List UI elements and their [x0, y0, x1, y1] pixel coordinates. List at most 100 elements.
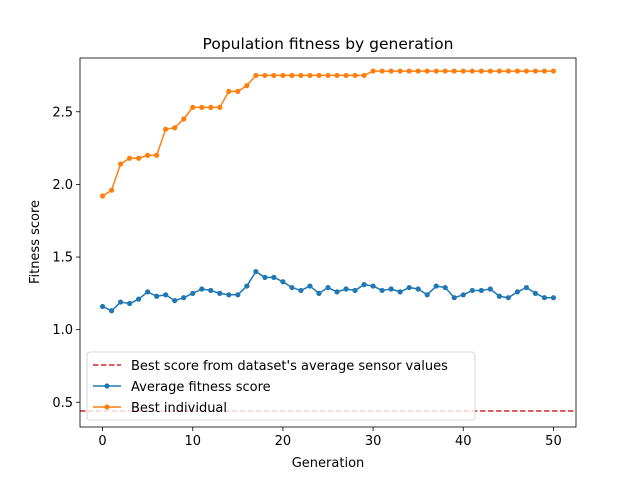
series-1-point: [415, 68, 421, 74]
series-1-point: [541, 68, 548, 74]
y-axis-label: Fitness score: [28, 200, 43, 284]
series-1-point: [469, 68, 475, 74]
series-0-point: [541, 295, 548, 301]
y-tick-label: 0.5: [52, 396, 73, 411]
series-0-point: [478, 287, 484, 294]
series-1-point: [208, 104, 214, 110]
series-1-point: [199, 104, 205, 110]
series-1-point: [451, 68, 457, 74]
series-1-point: [307, 72, 313, 79]
series-0-point: [99, 303, 106, 310]
series-1-point: [172, 125, 178, 131]
series-1-point: [316, 72, 322, 79]
series-1-point: [190, 104, 196, 110]
series-0-point: [514, 289, 520, 295]
series-0-point: [199, 286, 205, 292]
series-0-point: [424, 292, 430, 298]
series-0-point: [334, 289, 340, 295]
series-0-point: [217, 290, 223, 296]
series-0-point: [262, 274, 268, 280]
series-0-point: [307, 283, 313, 289]
series-1-point: [117, 161, 124, 167]
series-1-point: [253, 72, 259, 79]
series-0-point: [379, 287, 385, 294]
series-0-point: [298, 287, 304, 294]
series-1-point: [289, 72, 295, 79]
series-1-point: [406, 68, 412, 74]
x-tick-label: 30: [365, 434, 382, 449]
series-0-point: [108, 308, 115, 314]
series-1-point: [325, 72, 331, 79]
series-1-point: [235, 88, 241, 95]
series-0-point: [532, 290, 539, 296]
series-0-point: [154, 293, 160, 299]
series-0-point: [289, 284, 295, 291]
series-1-point: [523, 68, 530, 74]
series-0-point: [145, 289, 151, 295]
series-1-point: [271, 72, 277, 79]
series-0-point: [127, 300, 133, 307]
series-1-point: [487, 68, 493, 74]
series-0-point: [325, 284, 331, 291]
series-1-point: [99, 193, 106, 199]
series-0-point: [244, 283, 250, 289]
series-1-point: [352, 72, 358, 79]
legend-dot-average: [104, 383, 110, 389]
x-tick-label: 10: [184, 434, 201, 449]
series-1-point: [280, 72, 286, 79]
series-0-point: [505, 295, 511, 301]
legend: Best score from dataset's average sensor…: [86, 351, 476, 421]
legend-dot-best: [104, 404, 110, 410]
series-0-point: [271, 274, 277, 280]
series-0-point: [415, 286, 421, 292]
series-0-point: [370, 283, 376, 289]
series-0-point: [235, 292, 241, 298]
series-0-point: [361, 282, 367, 288]
x-tick-label: 40: [455, 434, 472, 449]
series-0-point: [487, 286, 493, 292]
series-1-point: [550, 68, 557, 74]
series-0-point: [226, 292, 232, 298]
series-1-point: [505, 68, 511, 74]
series-0-point: [181, 295, 187, 301]
series-0-point: [163, 292, 169, 298]
series-line-1: [102, 70, 554, 197]
y-tick-label: 1.5: [52, 251, 73, 266]
series-1-point: [397, 68, 403, 74]
series-1-point: [388, 68, 394, 74]
series-1-point: [136, 155, 142, 161]
series-0-point: [496, 293, 502, 299]
series-1-point: [334, 72, 340, 79]
x-tick-label: 50: [545, 434, 562, 449]
series-1-point: [343, 72, 349, 79]
series-1-point: [108, 187, 115, 193]
series-0-point: [397, 289, 403, 295]
series-0-point: [460, 292, 466, 298]
series-0-point: [451, 295, 457, 301]
series-1-point: [442, 68, 448, 74]
series-1-point: [262, 72, 268, 79]
legend-box: [86, 351, 476, 421]
series-1-point: [226, 88, 232, 95]
series-0-point: [343, 286, 349, 292]
series-1-point: [298, 72, 304, 79]
plot-area: [80, 68, 576, 412]
series-0-point: [280, 279, 286, 285]
series-1-point: [361, 72, 367, 79]
x-tick-label: 0: [98, 434, 106, 449]
series-1-point: [532, 68, 539, 74]
y-tick-label: 2.0: [52, 178, 73, 193]
series-1-point: [478, 68, 484, 74]
series-0-point: [388, 286, 394, 292]
series-1-point: [163, 126, 169, 132]
series-0-point: [208, 287, 214, 294]
x-tick-label: 20: [275, 434, 292, 449]
series-1-point: [145, 152, 151, 158]
series-0-point: [406, 284, 412, 291]
series-1-point: [244, 83, 250, 89]
y-tick-label: 1.0: [52, 323, 73, 338]
series-0-point: [117, 299, 124, 305]
axis-ticks: 0 10 20 30 40 50 0.5 1.0 1.5 2.0 2.5: [52, 105, 561, 449]
series-0-point: [253, 268, 259, 275]
legend-label-best: Best individual: [131, 401, 227, 416]
